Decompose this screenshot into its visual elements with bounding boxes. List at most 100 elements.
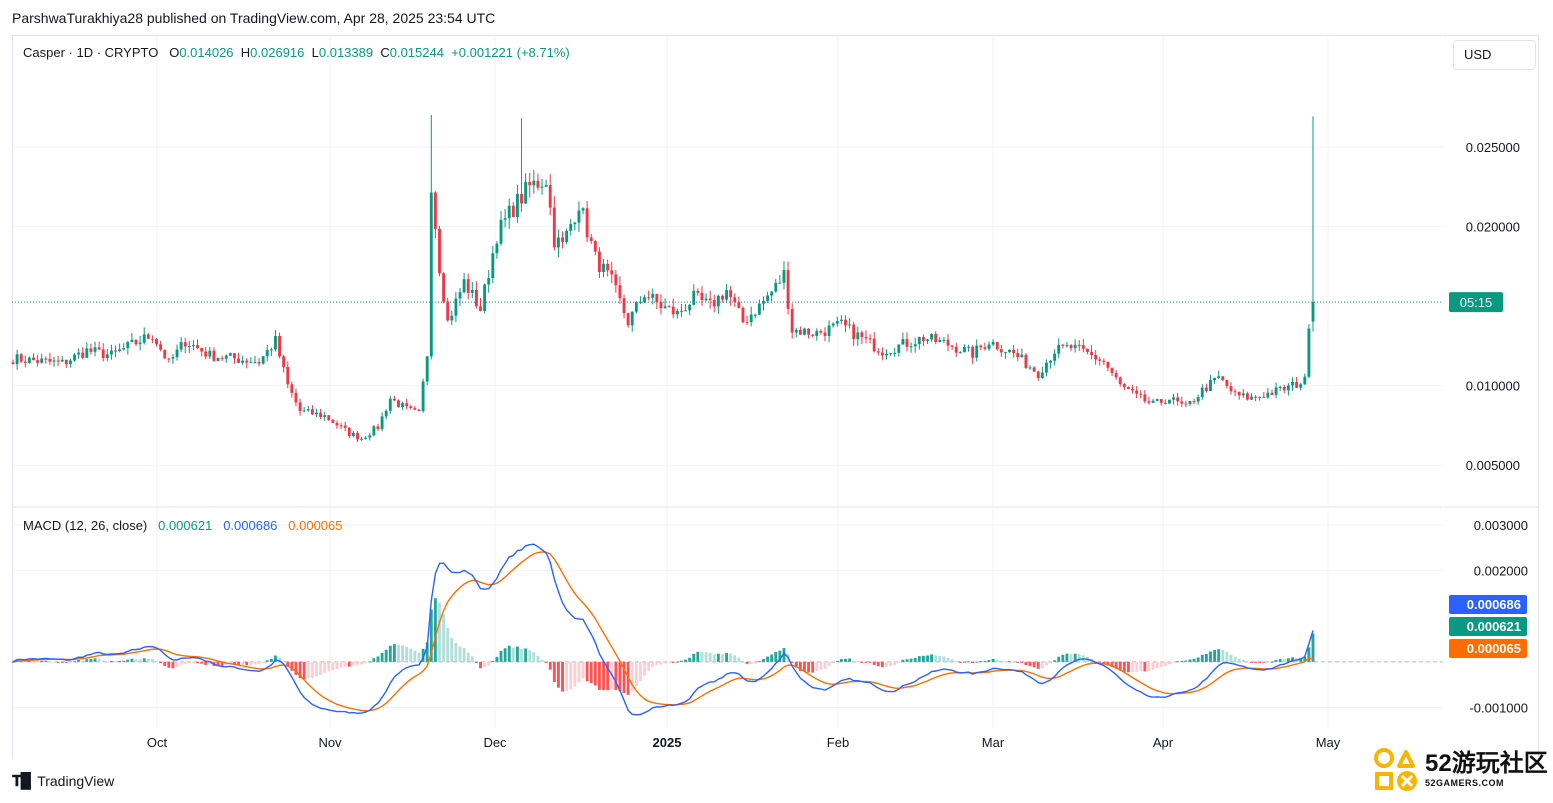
macd-hist-bar	[60, 661, 64, 663]
candle-body	[1012, 349, 1016, 354]
candle-body	[540, 186, 544, 188]
candle-body	[647, 297, 651, 299]
macd-hist-bar	[536, 656, 540, 662]
candle-body	[839, 319, 843, 321]
macd-hist-bar	[794, 661, 798, 668]
macd-hist-bar	[876, 661, 880, 667]
candle-body	[237, 358, 240, 363]
legend-symbol[interactable]: Casper · 1D · CRYPTO	[23, 45, 159, 60]
macd-legend-title[interactable]: MACD (12, 26, close)	[23, 518, 148, 533]
macd-hist-bar	[1155, 661, 1159, 669]
macd-hist-bar	[290, 661, 294, 671]
macd-hist-bar	[97, 658, 101, 662]
macd-hist-bar	[618, 661, 622, 692]
candle-body	[343, 425, 347, 428]
macd-hist-bar	[126, 659, 130, 662]
candle-body	[274, 336, 277, 350]
macd-hist-bar	[696, 651, 700, 662]
macd-tick-label: 0.003000	[1474, 518, 1528, 533]
candle-body	[19, 354, 23, 362]
candle-body	[216, 357, 220, 361]
macd-hist-bar	[331, 661, 335, 671]
candle-body	[167, 358, 171, 360]
macd-hist-bar	[401, 645, 405, 662]
macd-hist-bar	[1159, 661, 1163, 667]
candle-body	[269, 349, 273, 351]
tradingview-logo[interactable]: 𝐓▉ TradingView	[12, 772, 114, 790]
macd-hist-bar	[1032, 661, 1036, 668]
candle-body	[1045, 362, 1048, 373]
watermark-main: 52游玩社区	[1425, 750, 1548, 777]
candle-body	[1057, 344, 1061, 354]
currency-button[interactable]: USD	[1453, 40, 1536, 70]
macd-hist-bar	[89, 659, 93, 662]
legend-open-value: 0.014026	[179, 45, 234, 60]
macd-hist-bar	[274, 655, 277, 662]
macd-hist-bar	[438, 602, 441, 662]
candle-body	[585, 208, 589, 238]
macd-hist-bar	[81, 660, 85, 662]
candle-body	[778, 282, 782, 284]
candle-body	[1196, 397, 1200, 402]
macd-hist-bar	[269, 658, 273, 662]
candle-body	[1143, 394, 1147, 402]
candle-body	[569, 224, 573, 231]
macd-hist-bar	[909, 658, 913, 662]
candle-body	[233, 353, 236, 359]
candle-body	[1254, 396, 1258, 398]
macd-hist-bar	[565, 661, 569, 692]
candle-body	[196, 345, 199, 349]
candle-body	[118, 349, 122, 352]
macd-hist-bar	[1114, 661, 1118, 669]
macd-hist-bar	[1229, 654, 1233, 662]
candle-body	[1094, 354, 1098, 360]
candle-body	[1291, 382, 1294, 386]
macd-hist-bar	[643, 661, 646, 676]
candle-body	[606, 263, 610, 271]
macd-hist-bar	[405, 646, 409, 662]
macd-hist-bar	[675, 661, 679, 663]
candle-body	[1286, 385, 1290, 391]
macd-hist-bar	[606, 661, 610, 691]
candle-body	[302, 410, 306, 412]
candle-body	[684, 310, 687, 312]
candle-body	[1040, 372, 1044, 378]
macd-hist-bar	[749, 661, 753, 664]
candle-body	[52, 360, 56, 362]
macd-hist-bar	[544, 661, 548, 663]
candle-body	[762, 300, 765, 304]
candle-body	[27, 357, 31, 363]
candle-body	[253, 362, 257, 364]
macd-hist-bar	[1045, 661, 1048, 666]
macd-hist-bar	[192, 661, 195, 663]
macd-hist-bar	[659, 661, 663, 665]
macd-hist-bar	[864, 661, 868, 663]
time-axis-label: Nov	[318, 735, 342, 750]
candle-body	[872, 338, 876, 352]
chart-frame[interactable]	[12, 35, 1539, 759]
macd-hist-bar	[1069, 653, 1073, 662]
candle-body	[368, 435, 372, 438]
candle-body	[1159, 399, 1163, 403]
candle-body	[1270, 392, 1274, 395]
macd-hist-bar	[745, 661, 749, 665]
macd-hist-bar	[1016, 661, 1020, 663]
macd-hist-bar	[1024, 661, 1028, 666]
macd-hist-bar	[105, 661, 109, 663]
candle-body	[803, 328, 806, 335]
candle-body	[1209, 380, 1212, 391]
macd-hist-bar	[425, 642, 429, 662]
candle-body	[766, 295, 770, 301]
candle-body	[417, 409, 421, 412]
candle-body	[790, 308, 794, 333]
macd-hist-bar	[507, 645, 511, 662]
macd-hist-bar	[573, 661, 577, 687]
candle-body	[614, 274, 618, 286]
macd-hist-bar	[257, 661, 261, 665]
candle-body	[68, 360, 72, 365]
candle-body	[315, 412, 318, 415]
candle-body	[150, 338, 154, 340]
candle-body	[852, 324, 856, 340]
candle-body	[1258, 396, 1262, 398]
